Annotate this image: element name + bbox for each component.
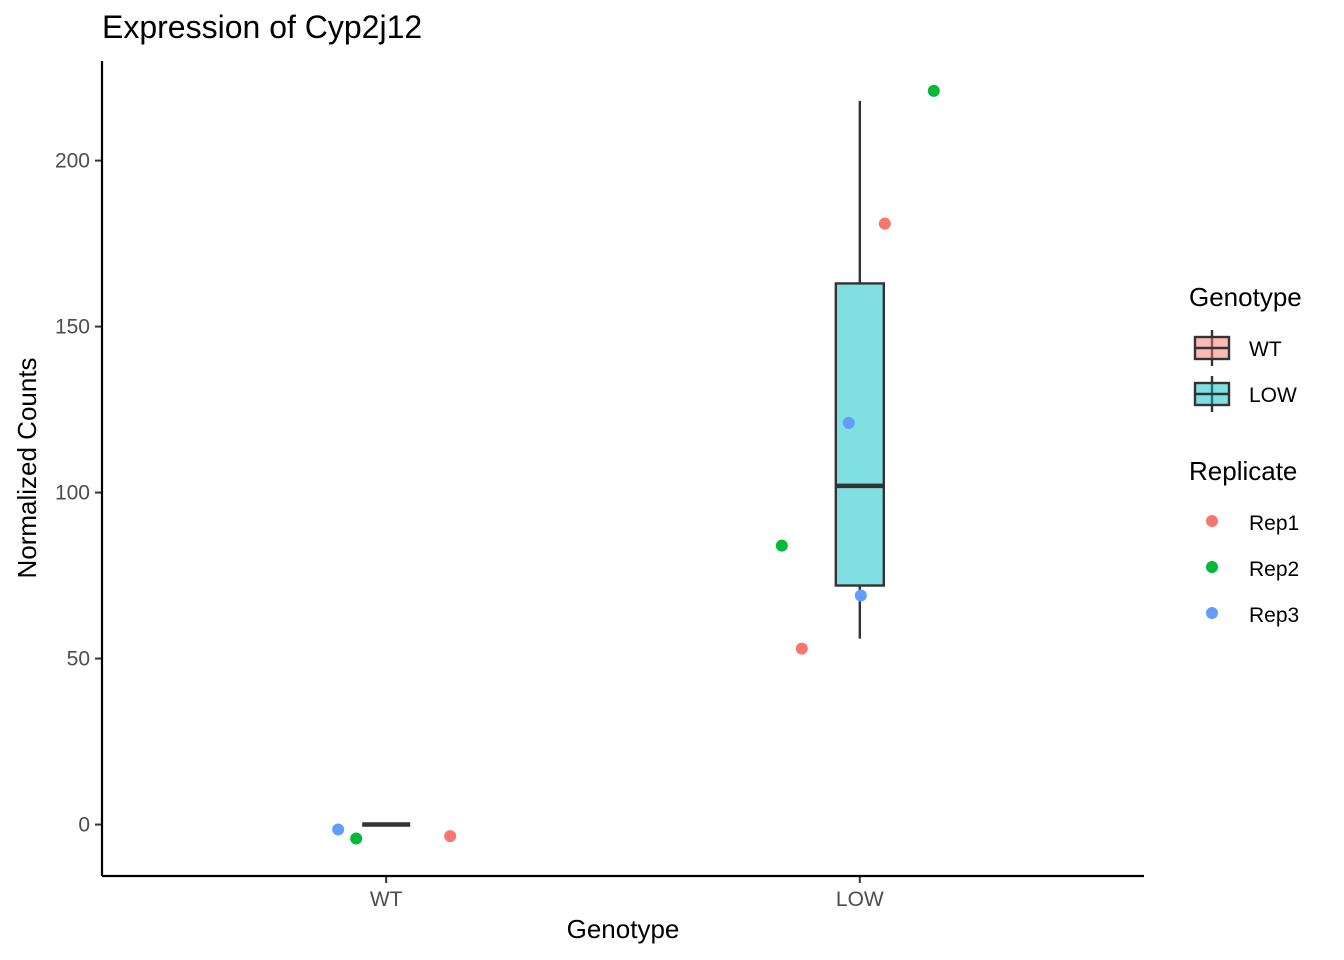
x-axis-ticks: WT LOW	[370, 876, 884, 911]
boxes	[362, 100, 886, 827]
point-rep2	[350, 832, 363, 845]
x-axis-title: Genotype	[567, 914, 680, 944]
point-rep3	[332, 823, 345, 836]
y-axis-ticks: 0 50 100 150 200	[55, 150, 102, 837]
y-tick-label: 50	[67, 648, 90, 671]
chart-title: Expression of Cyp2j12	[102, 9, 422, 45]
legend-key-point	[1206, 515, 1218, 527]
point-rep1	[878, 217, 891, 230]
data-points	[332, 84, 940, 845]
x-tick-label: LOW	[836, 888, 884, 911]
legend-title: Replicate	[1189, 456, 1297, 486]
y-axis-title: Normalized Counts	[12, 357, 42, 578]
point-rep2	[927, 84, 940, 97]
box-low	[834, 100, 886, 639]
legend-label: WT	[1249, 338, 1282, 361]
x-tick-label: WT	[370, 888, 403, 911]
y-tick-label: 150	[55, 316, 90, 339]
legend-label: Rep1	[1249, 512, 1299, 535]
legend-key-point	[1206, 607, 1218, 619]
y-tick-label: 200	[55, 150, 90, 173]
legend-title: Genotype	[1189, 282, 1302, 312]
legend-label: Rep3	[1249, 604, 1299, 627]
y-tick-label: 100	[55, 482, 90, 505]
point-rep2	[775, 539, 788, 552]
box-rect	[834, 282, 886, 587]
legend-key-point	[1206, 561, 1218, 573]
legend-genotype: Genotype WT LOW	[1189, 282, 1302, 412]
legend-label: Rep2	[1249, 558, 1299, 581]
legend: Genotype WT LOW Replicate Rep1 Rep2 Rep3	[1189, 282, 1302, 627]
point-rep3	[842, 416, 855, 429]
legend-replicate: Replicate Rep1 Rep2 Rep3	[1189, 456, 1299, 627]
y-tick-label: 0	[78, 814, 90, 837]
legend-label: LOW	[1249, 384, 1297, 407]
point-rep3	[854, 589, 867, 602]
point-rep1	[795, 642, 808, 655]
point-rep1	[444, 830, 457, 843]
